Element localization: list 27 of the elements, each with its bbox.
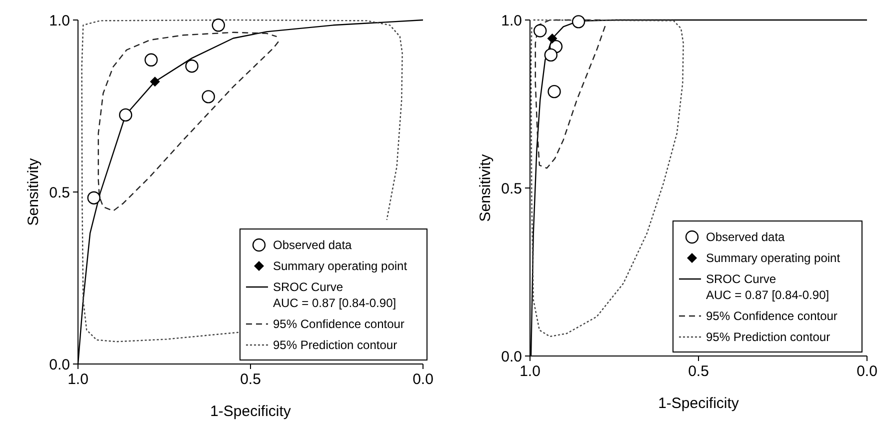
legend-label: SROC Curve [706,272,776,286]
y-tick-label: 0.5 [49,184,70,202]
legend-label: Summary operating point [273,259,408,274]
legend-label: 95% Prediction contour [273,338,398,352]
y-axis-title: Sensitivity [477,154,494,222]
legend-label: Observed data [273,238,352,252]
x-axis-title: 1-Specificity [210,403,292,420]
legend-label: 95% Prediction contour [706,330,830,344]
y-tick-label: 1.0 [501,12,522,30]
legend-label: 95% Confidence contour [706,309,838,324]
legend-label: Observed data [706,230,786,244]
y-axis-title: Sensitivity [25,158,42,226]
x-axis-title: 1-Specificity [658,395,740,412]
annotation: AUC = 0.87 [0.84-0.90] [706,288,830,302]
x-tick-label: 1.0 [520,363,540,380]
legend-label: SROC Curve [273,280,344,294]
annotation: AUC = 0.87 [0.84-0.90] [273,296,396,310]
y-tick-label: 0.5 [501,180,522,198]
legend-label: 95% Confidence contour [273,317,404,332]
x-tick-label: 0.5 [240,371,261,388]
legend-label: Summary operating point [706,251,841,266]
x-tick-label: 1.0 [68,371,88,388]
x-tick-label: 0.0 [412,371,434,388]
x-tick-label: 0.0 [856,363,878,380]
x-tick-label: 0.5 [688,363,709,380]
y-tick-label: 0.0 [501,348,522,366]
y-tick-label: 1.0 [49,12,70,30]
